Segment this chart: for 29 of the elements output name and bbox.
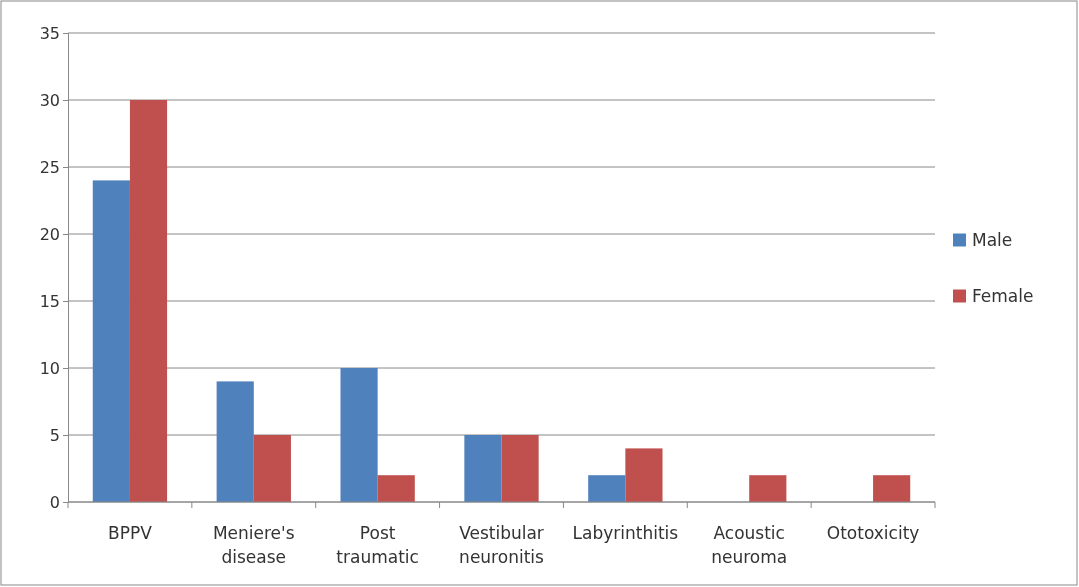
- legend-label: Male: [972, 229, 1013, 250]
- bar: [501, 435, 539, 502]
- bar: [216, 381, 254, 502]
- y-tick-label: 10: [39, 358, 60, 378]
- x-tick-label: Meniere's disease: [212, 523, 295, 567]
- bar: [749, 475, 787, 502]
- x-tick-label: Vestibular neuronitis: [459, 523, 545, 567]
- x-tick-label: BPPV: [108, 523, 153, 543]
- x-tick-label: Ototoxicity: [826, 523, 920, 543]
- bar: [377, 475, 415, 502]
- y-tick-label: 0: [49, 492, 60, 512]
- bar: [129, 100, 168, 502]
- y-tick-label: 35: [39, 23, 60, 43]
- bar: [92, 180, 130, 502]
- legend-label: Female: [972, 285, 1034, 306]
- y-tick-label: 15: [39, 291, 60, 311]
- bar: [340, 368, 378, 502]
- bar: [253, 435, 291, 502]
- bar: [873, 475, 911, 502]
- y-tick-label: 5: [49, 425, 60, 445]
- bar: [464, 435, 502, 502]
- y-tick-label: 25: [39, 157, 60, 177]
- x-tick-label: Acoustic neuroma: [711, 523, 788, 567]
- bar: [588, 475, 626, 502]
- x-tick-label: Post traumatic: [336, 523, 419, 567]
- bar: [625, 448, 663, 502]
- y-tick-label: 30: [39, 90, 60, 110]
- x-tick-label: Labyrinthitis: [572, 523, 679, 543]
- y-tick-label: 20: [39, 224, 60, 244]
